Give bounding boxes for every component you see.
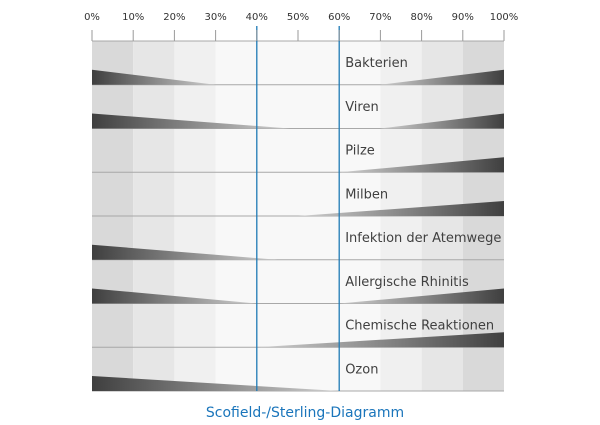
wedge-left-1 [92, 69, 216, 85]
x-tick-label: 30% [204, 12, 226, 23]
row-label: Ozon [345, 362, 378, 377]
wedge-left-6 [92, 288, 257, 304]
x-tick-label: 70% [369, 12, 391, 23]
chart-caption: Scofield-/Sterling-Diagramm [206, 405, 404, 421]
row-label: Infektion der Atemwege [345, 231, 501, 246]
wedge-left-8 [92, 376, 340, 391]
row-label: Bakterien [345, 56, 408, 71]
x-tick-label: 0% [84, 12, 100, 23]
row-label: Milben [345, 187, 388, 202]
row-label: Allergische Rhinitis [345, 275, 469, 290]
wedge-right-6 [339, 288, 504, 304]
wedge-right-7 [256, 332, 504, 348]
wedge-right-3 [339, 157, 504, 173]
wedge-left-2 [92, 113, 290, 129]
x-tick-label: 20% [163, 12, 185, 23]
x-tick-label: 60% [328, 12, 350, 23]
risk-wedges [92, 69, 504, 391]
row-label: Viren [345, 100, 379, 115]
row-label: Pilze [345, 144, 375, 159]
x-tick-label: 40% [246, 12, 268, 23]
wedge-right-4 [298, 201, 504, 216]
row-label: Chemische Reaktionen [345, 319, 494, 334]
wedge-left-5 [92, 244, 278, 260]
x-tick-label: 50% [287, 12, 309, 23]
row-labels: Bakterien Viren Pilze Milben Infektion der A… [345, 56, 501, 377]
wedge-right-2 [380, 113, 504, 129]
x-tick-label: 80% [410, 12, 432, 23]
x-tick-label: 10% [122, 12, 144, 23]
optimal-range-lines [256, 26, 340, 391]
x-tick-label: 100% [490, 12, 519, 23]
wedge-right-1 [380, 69, 504, 85]
x-axis-ticks: 0% 10% 20% 30% 40% 50% 60% 70% 80% 90% 100% [84, 12, 518, 41]
x-tick-label: 90% [452, 12, 474, 23]
